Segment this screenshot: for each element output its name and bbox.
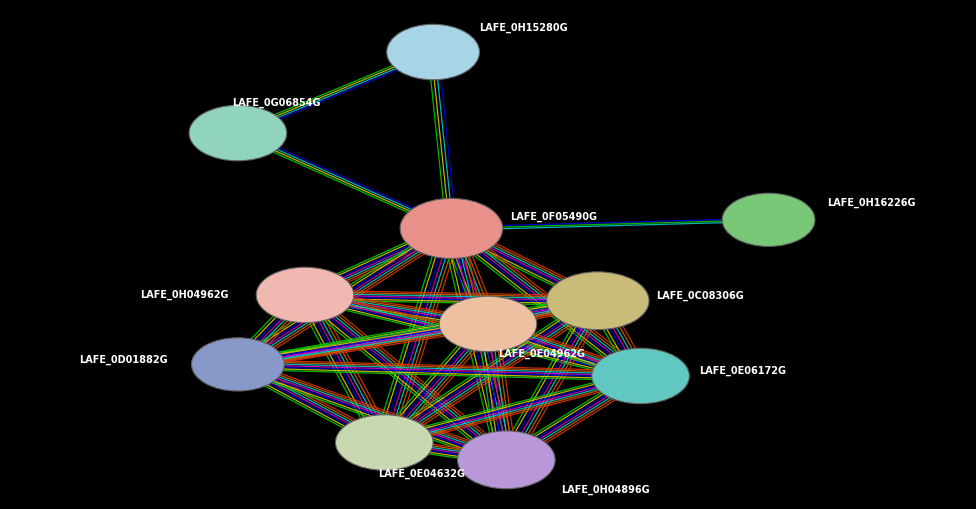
Ellipse shape (191, 338, 284, 391)
Ellipse shape (439, 296, 537, 352)
Ellipse shape (400, 199, 503, 259)
Text: LAFE_0H16226G: LAFE_0H16226G (828, 197, 915, 208)
Ellipse shape (189, 105, 287, 161)
Ellipse shape (458, 431, 555, 489)
Ellipse shape (722, 193, 815, 246)
Text: LAFE_0H04896G: LAFE_0H04896G (561, 485, 650, 495)
Ellipse shape (591, 348, 689, 404)
Text: LAFE_0D01882G: LAFE_0D01882G (79, 355, 168, 365)
Text: LAFE_0H15280G: LAFE_0H15280G (479, 22, 568, 33)
Text: LAFE_0C08306G: LAFE_0C08306G (657, 291, 744, 301)
Ellipse shape (256, 267, 354, 323)
Text: LAFE_0H04962G: LAFE_0H04962G (141, 290, 228, 300)
Ellipse shape (386, 24, 479, 80)
Text: LAFE_0E04632G: LAFE_0E04632G (379, 469, 466, 479)
Text: LAFE_0F05490G: LAFE_0F05490G (510, 212, 597, 222)
Ellipse shape (336, 415, 433, 470)
Text: LAFE_0E06172G: LAFE_0E06172G (699, 366, 786, 377)
Text: LAFE_0E04962G: LAFE_0E04962G (498, 349, 585, 359)
Ellipse shape (547, 272, 649, 330)
Text: LAFE_0G06854G: LAFE_0G06854G (231, 98, 320, 108)
